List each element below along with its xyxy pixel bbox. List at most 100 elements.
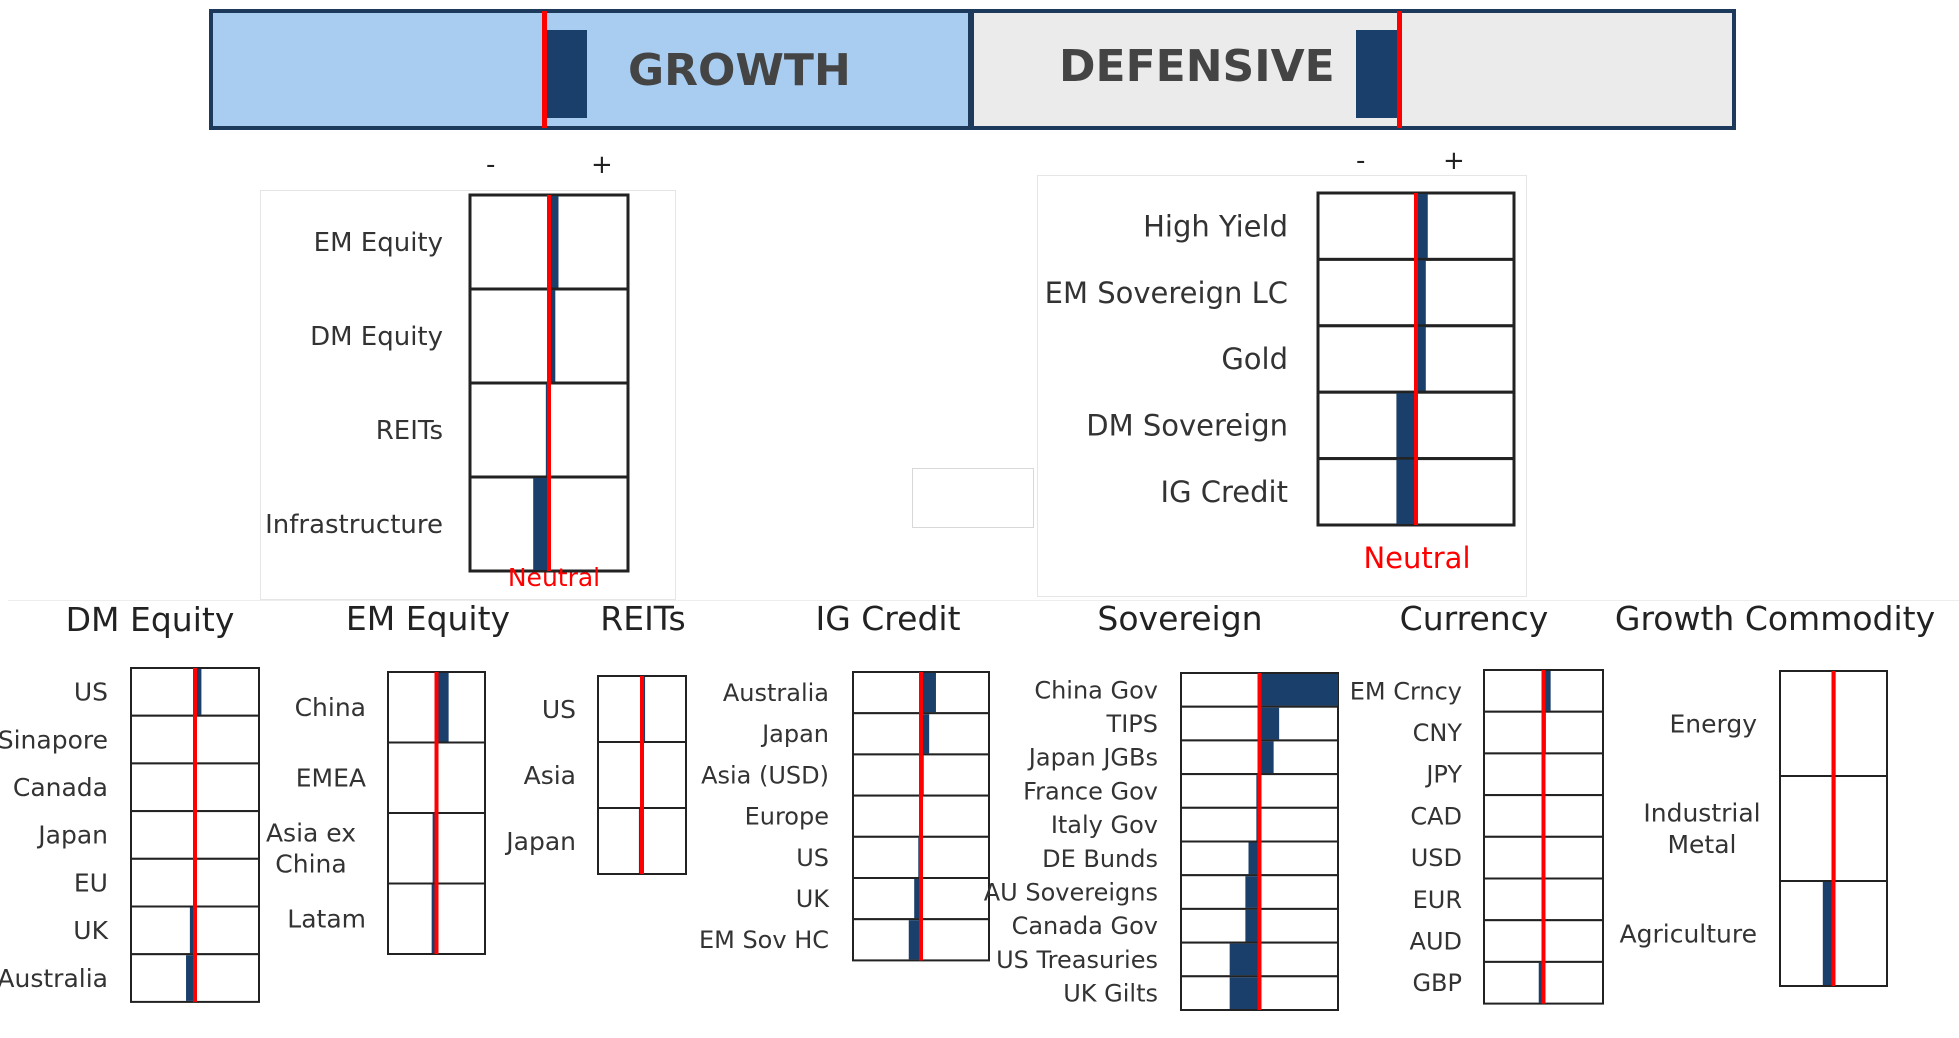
dm-equity-title: DM Equity	[66, 600, 235, 639]
defensive-plus-sign: +	[1443, 146, 1465, 176]
defensive-tilt-bar	[1416, 326, 1426, 392]
ig-credit-label: US	[796, 844, 829, 872]
defensive-label: EM Sovereign LC	[1045, 276, 1288, 310]
currency-label: JPY	[1424, 761, 1462, 789]
currency-label: CNY	[1413, 719, 1463, 747]
ig-credit-tilt-bar	[914, 879, 921, 919]
growth-commodity-title: Growth Commodity	[1615, 599, 1935, 638]
reits-label: Japan	[504, 827, 576, 856]
growth-plus-sign: +	[591, 150, 613, 180]
currency-title: Currency	[1400, 599, 1549, 638]
growth-tilt-bar	[549, 290, 556, 382]
sovereign-label: AU Sovereigns	[984, 878, 1158, 906]
ig-credit-label: Europe	[745, 803, 829, 831]
dm-equity-label: Japan	[36, 821, 108, 850]
growth-label: DM Equity	[310, 322, 443, 352]
sovereign-tilt-bar	[1248, 842, 1260, 875]
defensive-neutral-label: Neutral	[1363, 541, 1470, 575]
em-equity-label: Latam	[287, 905, 366, 934]
ig-credit-tilt-bar	[921, 714, 930, 754]
currency-label: EM Crncy	[1350, 677, 1462, 705]
dm-equity-label: US	[74, 678, 108, 707]
reits-label: US	[542, 695, 576, 724]
sovereign-label: Italy Gov	[1051, 811, 1158, 839]
ig-credit-label: EM Sov HC	[699, 926, 829, 954]
ig-credit-label: UK	[796, 885, 831, 913]
reits-title: REITs	[600, 599, 685, 638]
sovereign-tilt-bar	[1245, 876, 1260, 908]
growth-label: Infrastructure	[265, 510, 443, 540]
em-equity-title: EM Equity	[346, 599, 510, 638]
growth-label: EM Equity	[314, 228, 443, 258]
currency-label: GBP	[1412, 969, 1462, 997]
growth-neutral-line	[542, 11, 547, 128]
currency-tilt-bar	[1538, 962, 1544, 1003]
em-equity-label: China	[295, 693, 366, 722]
defensive-box-frame	[1037, 175, 1527, 597]
currency-label: EUR	[1413, 886, 1462, 914]
reits-chart: US Asia Japan REITs	[504, 599, 687, 875]
sovereign-tilt-bar	[1245, 909, 1260, 942]
growth-panel	[209, 9, 972, 130]
growth-minus-sign: -	[486, 150, 496, 180]
growth-commodity-label: Agriculture	[1620, 919, 1758, 948]
sovereign-label: Japan JGBs	[1027, 744, 1158, 772]
defensive-panel	[972, 9, 1736, 130]
reits-label: Asia	[524, 761, 576, 790]
growth-chart: EM Equity DM Equity REITs Infrastructure Neu…	[265, 193, 630, 592]
growth-neutral-label: Neutral	[508, 563, 600, 592]
defensive-tilt-bar	[1416, 260, 1426, 325]
dm-equity-label: Sinapore	[0, 725, 108, 754]
ig-credit-label: Japan	[760, 720, 829, 748]
sovereign-tilt-bar	[1259, 674, 1338, 706]
defensive-label: IG Credit	[1161, 475, 1288, 509]
growth-commodity-label: Energy	[1669, 709, 1757, 738]
defensive-label: High Yield	[1143, 209, 1288, 243]
growth-tilt-bar	[545, 30, 587, 118]
sovereign-tilt-bar	[1259, 707, 1280, 740]
growth-label: GROWTH	[628, 45, 851, 96]
dm-equity-label: Australia	[0, 964, 108, 993]
currency-tilt-bar	[1543, 671, 1551, 711]
defensive-label: DM Sovereign	[1086, 409, 1288, 443]
em-equity-tilt-bar	[436, 673, 449, 742]
ig-credit-tilt-bar	[921, 673, 936, 713]
defensive-tilt-bar	[1396, 459, 1416, 524]
em-equity-tilt-bar	[431, 884, 437, 953]
sovereign-chart: China Gov TIPS Japan JGBs France Gov Italy G…	[984, 599, 1339, 1011]
defensive-tilt-bar	[1396, 393, 1416, 458]
growth-commodity-chart: Energy Industrial Metal Agriculture Growth C…	[1615, 599, 1935, 987]
growth-commodity-label: Industrial Metal	[1643, 799, 1760, 859]
panel-divider	[968, 9, 974, 130]
growth-tilt-bar	[533, 478, 549, 570]
defensive-tilt-bar	[1416, 194, 1428, 259]
sovereign-label: US Treasuries	[996, 946, 1158, 974]
growth-box-frame	[260, 190, 676, 600]
ig-credit-title: IG Credit	[815, 599, 960, 638]
em-equity-label: EMEA	[296, 764, 366, 793]
em-equity-label: Asia ex China	[266, 818, 356, 878]
sub-charts-frame	[8, 600, 1959, 1027]
currency-label: AUD	[1410, 927, 1462, 955]
empty-legend-box	[912, 468, 1034, 528]
ig-credit-label: Asia (USD)	[701, 761, 829, 789]
defensive-label: Gold	[1221, 342, 1288, 376]
defensive-chart: High Yield EM Sovereign LC Gold DM Sovereig…	[1045, 191, 1516, 575]
dm-equity-label: UK	[73, 916, 108, 945]
dm-equity-chart: US Sinapore Canada Japan EU UK Australia DM Equ…	[0, 600, 260, 1003]
sovereign-tilt-bar	[1229, 977, 1260, 1009]
growth-commodity-tilt-bar	[1822, 882, 1834, 985]
sovereign-label: France Gov	[1023, 777, 1158, 805]
defensive-tilt-bar	[1356, 30, 1398, 118]
sovereign-tilt-bar	[1259, 741, 1274, 774]
sovereign-label: Canada Gov	[1012, 912, 1158, 940]
sovereign-title: Sovereign	[1097, 599, 1262, 638]
currency-label: USD	[1411, 844, 1462, 872]
ig-credit-chart: Australia Japan Asia (USD) Europe US UK EM Sov…	[699, 599, 990, 962]
currency-label: CAD	[1410, 802, 1462, 830]
defensive-minus-sign: -	[1356, 146, 1366, 176]
em-equity-chart: China EMEA Asia ex China Latam EM Equity	[266, 599, 510, 955]
defensive-neutral-line	[1397, 11, 1402, 128]
